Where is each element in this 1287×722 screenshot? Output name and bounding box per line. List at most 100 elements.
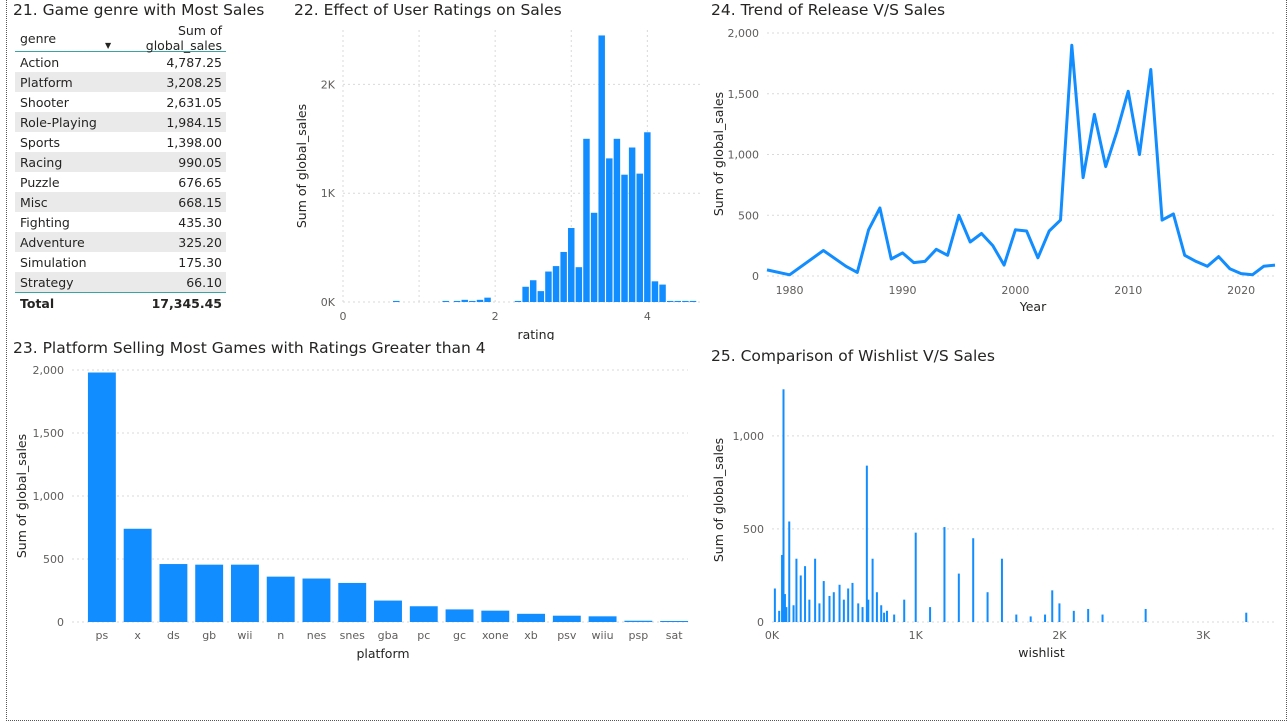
x-tick-label: 3K: [1196, 629, 1211, 642]
total-label: Total: [20, 295, 55, 311]
sales-cell: 1,984.15: [166, 114, 222, 130]
x-tick-label: gba: [378, 629, 399, 642]
y-tick-label: 1K: [321, 187, 336, 200]
y-axis-title: Sum of global_sales: [711, 92, 726, 216]
x-tick-label: 1980: [776, 284, 804, 297]
y-axis-title: Sum of global_sales: [294, 104, 309, 228]
wishlist-bar: [808, 599, 811, 622]
histogram-bar: [621, 174, 628, 302]
table-row[interactable]: Racing 990.05: [15, 152, 226, 172]
wishlist-bar: [880, 605, 883, 622]
wishlist-bar: [957, 573, 960, 622]
column-header-sales[interactable]: Sum of global_sales: [145, 23, 222, 53]
table-header: genre Sum of global_sales ▼: [15, 23, 226, 53]
wishlist-bar: [1101, 614, 1104, 622]
genre-cell: Sports: [20, 134, 61, 150]
sales-cell: 4,787.25: [166, 54, 222, 70]
x-tick-label: wiiu: [592, 629, 614, 642]
wishlist-bar: [788, 521, 791, 622]
genre-cell: Racing: [20, 154, 63, 170]
table-row[interactable]: Adventure 325.20: [15, 232, 226, 252]
y-axis-title: Sum of global_sales: [711, 438, 726, 562]
wishlist-bar: [814, 558, 817, 622]
x-tick-label: psp: [629, 629, 649, 642]
column-header-genre[interactable]: genre: [20, 30, 57, 46]
x-tick-label: xone: [482, 629, 509, 642]
chart-title-wishlist: 25. Comparison of Wishlist V/S Sales: [711, 347, 995, 365]
wishlist-bar: [783, 594, 786, 622]
release-trend-line-chart[interactable]: 0 500 1,000 1,500 2,000 Sum of global_sales 19…: [705, 22, 1285, 322]
table-row[interactable]: Role-Playing 1,984.15: [15, 112, 226, 132]
x-axis-title: Year: [1019, 299, 1047, 314]
total-value: 17,345.45: [151, 295, 222, 311]
histogram-bar: [682, 300, 689, 302]
x-axis-title: platform: [356, 646, 409, 661]
wishlist-bar: [792, 605, 795, 622]
wishlist-bar: [883, 612, 886, 622]
wishlist-bar: [972, 538, 975, 622]
histogram-bar: [522, 286, 529, 302]
bar-gba: [374, 600, 402, 622]
wishlist-bar: [1144, 608, 1147, 622]
genre-cell: Simulation: [20, 254, 87, 270]
histogram-bar: [659, 284, 666, 302]
x-tick-label: psv: [557, 629, 577, 642]
platform-sales-bar-chart[interactable]: 0 500 1,000 1,500 2,000 Sum of global_salesps…: [8, 360, 698, 665]
y-tick-label: 2,000: [728, 27, 760, 40]
genre-cell: Adventure: [20, 234, 85, 250]
bar-n: [266, 576, 295, 622]
bar-snes: [338, 582, 367, 622]
table-row[interactable]: Fighting 435.30: [15, 212, 226, 232]
y-tick-label: 0: [752, 270, 759, 283]
x-tick-label: xb: [524, 629, 538, 642]
ratings-histogram-chart[interactable]: 0K 1K 2K Sum of global_sales 0 2 4 rating: [285, 22, 705, 340]
y-tick-label: 0: [757, 616, 764, 629]
wishlist-bar: [1072, 610, 1075, 622]
histogram-bar: [613, 138, 621, 302]
bar-sat: [660, 620, 689, 622]
table-row[interactable]: Sports 1,398.00: [15, 132, 226, 152]
table-row[interactable]: Simulation 175.30: [15, 252, 226, 272]
y-axis-title: Sum of global_sales: [14, 434, 29, 558]
bar-xone: [481, 610, 510, 622]
table-row[interactable]: Shooter 2,631.05: [15, 92, 226, 112]
bar-wiiu: [588, 616, 617, 622]
x-axis-title: rating: [517, 327, 554, 340]
wishlist-bar: [943, 527, 946, 622]
wishlist-bar: [851, 582, 854, 622]
table-row[interactable]: Puzzle 676.65: [15, 172, 226, 192]
sort-descending-icon: ▼: [105, 41, 112, 50]
wishlist-bar: [804, 566, 807, 622]
wishlist-sales-chart[interactable]: 0 500 1,000 Sum of global_sales 0K 1K 2K 3K wish…: [705, 370, 1280, 665]
x-tick-label: ds: [167, 629, 180, 642]
x-tick-label: n: [277, 629, 284, 642]
y-tick-label: 2,000: [33, 364, 65, 377]
wishlist-bar: [914, 532, 917, 622]
wishlist-bar: [929, 607, 932, 622]
histogram-bar: [636, 173, 643, 302]
wishlist-bar: [1058, 603, 1061, 622]
histogram-bar: [568, 228, 575, 302]
wishlist-bar: [818, 603, 821, 622]
table-row[interactable]: Action 4,787.25: [15, 52, 226, 72]
wishlist-bar: [828, 595, 831, 622]
bar-x: [123, 528, 152, 622]
x-tick-label: 4: [644, 310, 651, 323]
x-tick-label: 2020: [1227, 284, 1255, 297]
wishlist-bar: [885, 610, 888, 622]
bar-psv: [552, 615, 581, 622]
wishlist-bar: [893, 614, 896, 622]
table-row[interactable]: Strategy 66.10: [15, 272, 226, 292]
y-tick-label: 1,500: [728, 88, 760, 101]
histogram-bar: [598, 35, 605, 302]
histogram-bar: [453, 300, 461, 302]
y-tick-label: 1,000: [33, 490, 65, 503]
chart-title-releases: 24. Trend of Release V/S Sales: [711, 1, 946, 19]
table-row[interactable]: Misc 668.15: [15, 192, 226, 212]
x-tick-label: ps: [96, 629, 109, 642]
y-tick-label: 500: [738, 209, 759, 222]
table-row[interactable]: Platform 3,208.25: [15, 72, 226, 92]
table-title: 21. Game genre with Most Sales: [13, 1, 265, 19]
histogram-bar: [461, 299, 468, 302]
bar-nes: [302, 578, 331, 622]
